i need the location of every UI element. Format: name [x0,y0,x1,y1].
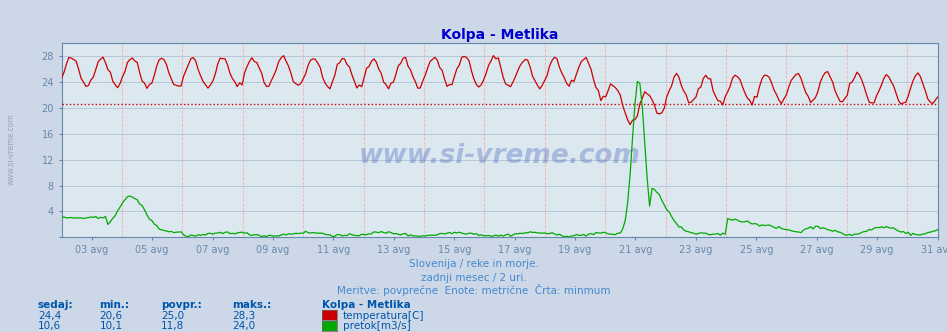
Text: 20,6: 20,6 [99,311,122,321]
Text: 24,0: 24,0 [232,321,255,331]
Text: zadnji mesec / 2 uri.: zadnji mesec / 2 uri. [420,273,527,283]
Text: 11,8: 11,8 [161,321,185,331]
Text: 24,4: 24,4 [38,311,62,321]
Text: www.si-vreme.com: www.si-vreme.com [7,114,16,185]
Text: 10,6: 10,6 [38,321,61,331]
Text: Slovenija / reke in morje.: Slovenija / reke in morje. [408,259,539,269]
Text: Kolpa - Metlika: Kolpa - Metlika [322,300,411,310]
Text: 25,0: 25,0 [161,311,184,321]
Title: Kolpa - Metlika: Kolpa - Metlika [441,28,558,42]
Text: temperatura[C]: temperatura[C] [343,311,424,321]
Text: Meritve: povprečne  Enote: metrične  Črta: minmum: Meritve: povprečne Enote: metrične Črta:… [337,284,610,296]
Text: pretok[m3/s]: pretok[m3/s] [343,321,411,331]
Text: 28,3: 28,3 [232,311,256,321]
Text: min.:: min.: [99,300,130,310]
Text: 10,1: 10,1 [99,321,122,331]
Text: povpr.:: povpr.: [161,300,202,310]
Text: sedaj:: sedaj: [38,300,74,310]
Text: maks.:: maks.: [232,300,271,310]
Text: www.si-vreme.com: www.si-vreme.com [359,143,640,169]
